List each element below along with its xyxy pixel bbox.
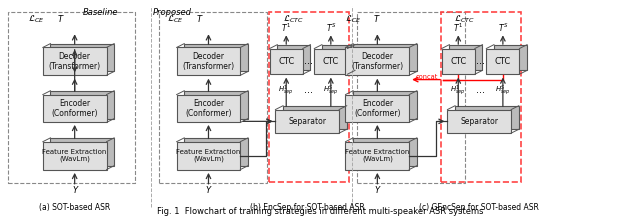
FancyBboxPatch shape — [353, 138, 417, 166]
Text: Separator: Separator — [460, 117, 499, 126]
FancyBboxPatch shape — [322, 45, 355, 70]
Text: Fig. 1  Flowchart of training strategies in different multi-speaker ASR systems: Fig. 1 Flowchart of training strategies … — [157, 207, 483, 216]
Text: (a) SOT-based ASR: (a) SOT-based ASR — [39, 202, 110, 212]
Text: ...: ... — [476, 56, 485, 66]
Text: Separator: Separator — [288, 117, 326, 126]
Text: ...: ... — [476, 85, 485, 95]
FancyBboxPatch shape — [353, 91, 417, 118]
Text: ...: ... — [304, 56, 313, 66]
Text: $T^1$: $T^1$ — [453, 22, 463, 34]
Text: Feature Extraction
(WavLm): Feature Extraction (WavLm) — [345, 149, 410, 162]
FancyBboxPatch shape — [277, 45, 310, 70]
FancyBboxPatch shape — [346, 142, 409, 169]
Text: $T^S$: $T^S$ — [497, 22, 508, 34]
Text: T: T — [374, 15, 379, 24]
Text: $\mathcal{L}_{CE}$: $\mathcal{L}_{CE}$ — [167, 14, 184, 25]
Text: Feature Extraction
(WavLm): Feature Extraction (WavLm) — [176, 149, 241, 162]
Text: $H^1_{sep}$: $H^1_{sep}$ — [278, 83, 294, 98]
Text: $H^S_{sep}$: $H^S_{sep}$ — [495, 83, 511, 98]
Text: $\mathcal{L}_{CTC}$: $\mathcal{L}_{CTC}$ — [454, 14, 475, 25]
FancyBboxPatch shape — [494, 45, 527, 70]
Text: Encoder
(Conformer): Encoder (Conformer) — [354, 99, 401, 118]
Text: Encoder
(Conformer): Encoder (Conformer) — [185, 99, 232, 118]
Text: CTC: CTC — [278, 57, 294, 66]
FancyBboxPatch shape — [184, 91, 248, 118]
Text: CTC: CTC — [495, 57, 511, 66]
FancyBboxPatch shape — [346, 95, 409, 122]
Text: Decoder
(Transformer): Decoder (Transformer) — [351, 52, 403, 71]
Text: $\mathcal{L}_{CE}$: $\mathcal{L}_{CE}$ — [28, 14, 45, 25]
Text: $H^1_{sep}$: $H^1_{sep}$ — [451, 83, 466, 98]
Text: $H^S_{sep}$: $H^S_{sep}$ — [323, 83, 339, 98]
FancyBboxPatch shape — [177, 142, 241, 169]
Text: Proposed: Proposed — [153, 8, 191, 16]
FancyBboxPatch shape — [455, 106, 519, 129]
FancyBboxPatch shape — [442, 49, 475, 74]
Text: concat: concat — [416, 74, 438, 80]
Text: $\mathcal{L}_{CE}$: $\mathcal{L}_{CE}$ — [346, 14, 362, 25]
Text: Encoder
(Conformer): Encoder (Conformer) — [51, 99, 98, 118]
FancyBboxPatch shape — [449, 45, 483, 70]
FancyBboxPatch shape — [486, 49, 520, 74]
Text: $T^1$: $T^1$ — [281, 22, 291, 34]
FancyBboxPatch shape — [43, 48, 106, 75]
FancyBboxPatch shape — [177, 48, 241, 75]
FancyBboxPatch shape — [51, 138, 114, 166]
FancyBboxPatch shape — [314, 49, 348, 74]
FancyBboxPatch shape — [353, 44, 417, 71]
FancyBboxPatch shape — [184, 138, 248, 166]
FancyBboxPatch shape — [447, 110, 511, 133]
FancyBboxPatch shape — [43, 95, 106, 122]
Text: (b) EncSep for SOT-based ASR: (b) EncSep for SOT-based ASR — [250, 202, 365, 212]
Text: ...: ... — [304, 85, 313, 95]
Text: CTC: CTC — [323, 57, 339, 66]
FancyBboxPatch shape — [43, 142, 106, 169]
FancyBboxPatch shape — [275, 110, 339, 133]
Text: Decoder
(Transformer): Decoder (Transformer) — [182, 52, 234, 71]
FancyBboxPatch shape — [51, 44, 114, 71]
FancyBboxPatch shape — [283, 106, 347, 129]
Text: T: T — [196, 15, 202, 24]
Text: Feature Extraction
(WavLm): Feature Extraction (WavLm) — [42, 149, 107, 162]
Text: Baseline: Baseline — [83, 8, 118, 16]
FancyBboxPatch shape — [51, 91, 114, 118]
FancyBboxPatch shape — [184, 44, 248, 71]
Text: $T^S$: $T^S$ — [326, 22, 336, 34]
Text: (c) GEncSep for SOT-based ASR: (c) GEncSep for SOT-based ASR — [419, 202, 540, 212]
Text: CTC: CTC — [450, 57, 467, 66]
FancyBboxPatch shape — [346, 48, 409, 75]
Text: Y: Y — [206, 186, 211, 196]
Text: Decoder
(Transformer): Decoder (Transformer) — [49, 52, 100, 71]
FancyBboxPatch shape — [269, 49, 303, 74]
Text: Y: Y — [375, 186, 380, 196]
Text: T: T — [58, 15, 63, 24]
FancyBboxPatch shape — [177, 95, 241, 122]
Text: Y: Y — [72, 186, 77, 196]
Text: $\mathcal{L}_{CTC}$: $\mathcal{L}_{CTC}$ — [283, 14, 304, 25]
